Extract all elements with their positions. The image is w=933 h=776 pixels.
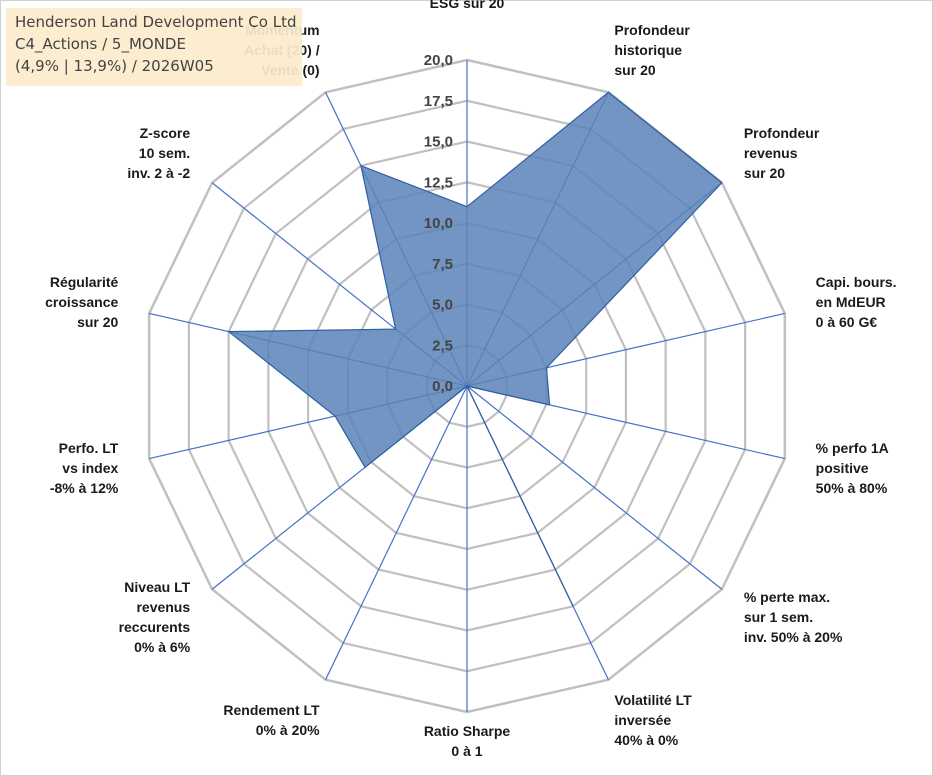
axis-label-12-line-2: inv. 2 à -2: [127, 165, 190, 181]
chart-title-line-1: Henderson Land Development Co Ltd: [15, 13, 297, 31]
axis-label-2-line-1: revenus: [744, 145, 798, 161]
axis-label-11-line-1: croissance: [45, 294, 118, 310]
spoke-8: [325, 385, 468, 680]
axis-label-1: Profondeur historique sur 20: [614, 22, 690, 78]
axis-label-3-line-0: Capi. bours.: [816, 274, 897, 290]
chart-title-box: Henderson Land Development Co Ltd C4_Act…: [6, 8, 302, 86]
axis-label-7-line-0: Ratio Sharpe: [424, 723, 511, 739]
axis-label-12-line-0: Z-score: [140, 125, 191, 141]
axis-label-6-line-0: Volatilité LT: [614, 692, 692, 708]
axis-label-10: Perfo. LT vs index -8% à 12%: [50, 440, 119, 496]
tick-label-6: 15,0: [424, 134, 453, 151]
chart-title-line-3: (4,9% | 13,9%) / 2026W05: [15, 57, 214, 75]
axis-label-3-line-2: 0 à 60 G€: [816, 314, 878, 330]
axis-label-3: Capi. bours. en MdEUR 0 à 60 G€: [816, 274, 897, 330]
axis-label-9-line-0: Niveau LT: [124, 579, 190, 595]
axis-label-6-line-1: inversée: [614, 712, 671, 728]
tick-label-4: 10,0: [424, 215, 453, 232]
axis-label-11-line-2: sur 20: [77, 314, 118, 330]
radar-tick-labels: 0,0 2,5 5,0 7,5 10,0 12,5 15,0 17,5 20,0: [424, 52, 453, 395]
tick-label-2: 5,0: [432, 297, 453, 314]
axis-label-8-line-0: Rendement LT: [223, 702, 320, 718]
axis-label-10-line-1: vs index: [62, 460, 118, 476]
axis-label-10-line-0: Perfo. LT: [59, 440, 119, 456]
axis-label-5-line-2: inv. 50% à 20%: [744, 629, 843, 645]
axis-label-3-line-1: en MdEUR: [816, 294, 886, 310]
tick-label-7: 17,5: [424, 93, 453, 110]
axis-label-1-line-2: sur 20: [614, 62, 655, 78]
axis-label-4-line-0: % perfo 1A: [816, 440, 889, 456]
tick-label-8: 20,0: [424, 52, 453, 69]
axis-label-4-line-1: positive: [816, 460, 869, 476]
axis-label-5: % perte max. sur 1 sem. inv. 50% à 20%: [744, 589, 843, 645]
axis-label-4: % perfo 1A positive 50% à 80%: [816, 440, 889, 496]
axis-label-12-line-1: 10 sem.: [139, 145, 190, 161]
axis-label-0-line-1: ESG sur 20: [430, 0, 505, 11]
axis-label-5-line-0: % perte max.: [744, 589, 830, 605]
tick-label-0: 0,0: [432, 378, 453, 395]
axis-label-8-line-1: 0% à 20%: [256, 722, 320, 738]
axis-label-9-line-2: reccurents: [119, 619, 191, 635]
axis-label-1-line-1: historique: [614, 42, 682, 58]
axis-label-7: Ratio Sharpe 0 à 1: [424, 723, 511, 759]
axis-label-9-line-1: revenus: [136, 599, 190, 615]
axis-label-2-line-2: sur 20: [744, 165, 785, 181]
axis-label-4-line-2: 50% à 80%: [816, 480, 888, 496]
axis-label-11-line-0: Régularité: [50, 274, 119, 290]
axis-label-12: Z-score 10 sem. inv. 2 à -2: [127, 125, 190, 181]
axis-label-5-line-1: sur 1 sem.: [744, 609, 813, 625]
axis-label-11: Régularité croissance sur 20: [45, 274, 118, 330]
axis-label-0: NoteESG sur 20: [430, 0, 505, 11]
axis-label-7-line-1: 0 à 1: [451, 743, 482, 759]
radar-series: [226, 91, 723, 607]
tick-label-1: 2,5: [432, 337, 453, 354]
axis-label-2: Profondeur revenus sur 20: [744, 125, 820, 181]
axis-label-9: Niveau LT revenus reccurents 0% à 6%: [119, 579, 191, 655]
spoke-5: [466, 385, 723, 590]
axis-label-9-line-3: 0% à 6%: [134, 639, 191, 655]
chart-title-line-2: C4_Actions / 5_MONDE: [15, 35, 186, 53]
axis-label-1-line-0: Profondeur: [614, 22, 690, 38]
axis-label-8: Rendement LT 0% à 20%: [223, 702, 320, 738]
axis-label-6-line-2: 40% à 0%: [614, 732, 678, 748]
axis-label-2-line-0: Profondeur: [744, 125, 820, 141]
tick-label-3: 7,5: [432, 256, 453, 273]
tick-label-5: 12,5: [424, 174, 453, 191]
series-area: [226, 91, 723, 607]
axis-label-6: Volatilité LT inversée 40% à 0%: [614, 692, 692, 748]
axis-label-10-line-2: -8% à 12%: [50, 480, 119, 496]
